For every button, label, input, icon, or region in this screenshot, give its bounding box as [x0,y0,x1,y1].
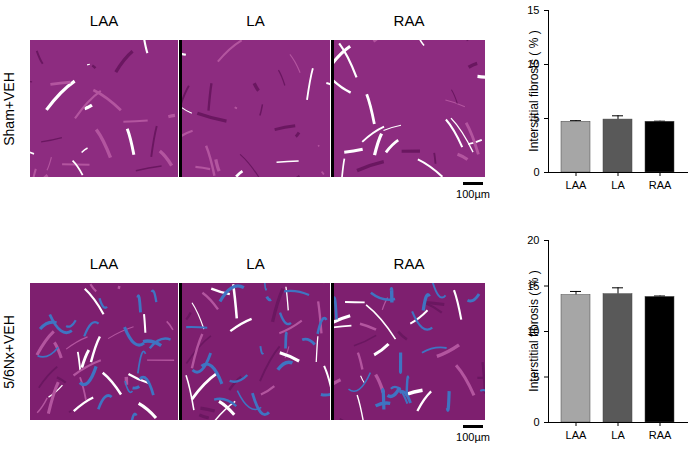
svg-text:15: 15 [527,4,539,16]
svg-text:0: 0 [533,416,539,428]
svg-text:RAA: RAA [649,179,672,191]
svg-text:LA: LA [611,429,625,441]
html-text:Interstitial fibrosis ( % ): Interstitial fibrosis ( % ) [527,30,541,152]
svg-text:LAA: LAA [566,179,587,191]
html-text:LAA: LAA [89,12,119,29]
svg-text:0: 0 [533,166,539,178]
svg-text:20: 20 [527,234,539,246]
html-text:RAA: RAA [393,255,425,272]
html-text:LA: LA [246,255,265,272]
html-text:LA: LA [246,12,265,29]
html-text:100µm: 100µm [456,431,490,443]
html-text:5/6Nx+VEH: 5/6Nx+VEH [1,314,17,389]
html-text:LAA: LAA [89,255,119,272]
svg-text:LA: LA [611,179,625,191]
svg-text:RAA: RAA [649,429,672,441]
html-text:Sham+VEH: Sham+VEH [1,71,17,146]
html-text:Interstitial fibrosis ( % ): Interstitial fibrosis ( % ) [527,270,541,392]
svg-text:LAA: LAA [566,429,587,441]
html-text:100µm: 100µm [456,188,490,200]
html-text:RAA: RAA [393,12,425,29]
